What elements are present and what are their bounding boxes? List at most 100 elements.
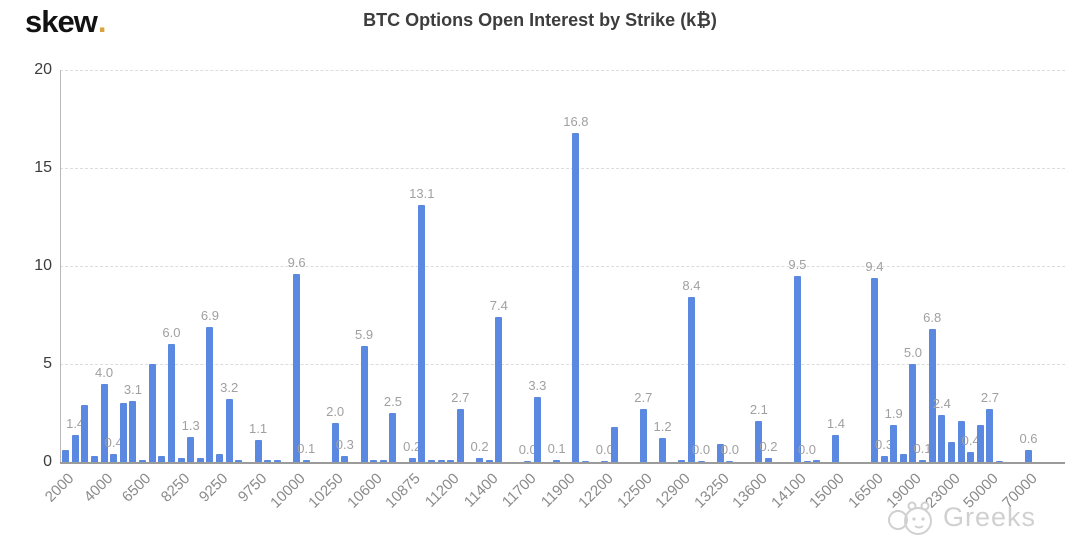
bar[interactable] xyxy=(139,460,147,462)
bar[interactable] xyxy=(187,437,195,462)
bar[interactable] xyxy=(813,460,821,462)
x-axis-tick-label: 8250 xyxy=(157,470,194,506)
bar-value-label: 0.1 xyxy=(297,441,316,456)
bar[interactable] xyxy=(601,461,609,462)
bar[interactable] xyxy=(919,460,927,462)
x-axis-tick-label: 15000 xyxy=(806,470,848,512)
bar[interactable] xyxy=(996,461,1004,462)
bar[interactable] xyxy=(293,274,301,462)
bar[interactable] xyxy=(976,425,984,462)
bar-value-label: 5.0 xyxy=(903,345,922,360)
bar[interactable] xyxy=(379,460,387,462)
bar[interactable] xyxy=(687,297,695,462)
bar[interactable] xyxy=(90,456,98,462)
bar-value-label: 13.1 xyxy=(409,186,435,201)
bar-value-label: 9.4 xyxy=(865,259,884,274)
x-axis-tick-label: 11900 xyxy=(537,470,579,511)
bar[interactable] xyxy=(947,442,955,462)
bar[interactable] xyxy=(148,364,156,462)
bar[interactable] xyxy=(899,454,907,462)
bar-value-label: 0.0 xyxy=(797,442,817,457)
bar[interactable] xyxy=(716,444,724,462)
y-axis-tick-label: 15 xyxy=(34,159,52,176)
bar[interactable] xyxy=(71,435,79,462)
bar[interactable] xyxy=(456,409,464,462)
bar[interactable] xyxy=(726,461,734,462)
bar[interactable] xyxy=(81,405,89,462)
bar[interactable] xyxy=(870,278,878,462)
bar[interactable] xyxy=(158,456,166,462)
x-axis-tick-label: 10875 xyxy=(382,470,425,512)
bar[interactable] xyxy=(986,409,994,462)
bar[interactable] xyxy=(167,344,175,462)
bar-value-label: 0.1 xyxy=(547,441,566,456)
x-axis-tick-label: 14100 xyxy=(767,470,810,512)
bar[interactable] xyxy=(264,460,272,462)
bar[interactable] xyxy=(196,458,204,462)
bar[interactable] xyxy=(697,461,705,462)
bar[interactable] xyxy=(957,421,965,462)
bar-value-label: 2.7 xyxy=(451,390,470,405)
bar[interactable] xyxy=(216,454,224,462)
x-axis-tick-label: 6500 xyxy=(118,470,155,506)
bar[interactable] xyxy=(639,409,647,462)
bar[interactable] xyxy=(793,276,801,462)
bar[interactable] xyxy=(119,403,127,462)
bar[interactable] xyxy=(360,346,368,462)
bar[interactable] xyxy=(177,458,185,462)
bar[interactable] xyxy=(408,458,416,462)
bar[interactable] xyxy=(485,460,493,462)
bar[interactable] xyxy=(928,329,936,462)
bar[interactable] xyxy=(678,460,686,462)
bar[interactable] xyxy=(447,460,455,462)
bar[interactable] xyxy=(427,460,435,462)
y-axis-line xyxy=(60,70,61,462)
bar[interactable] xyxy=(938,415,946,462)
bar-value-label: 0.3 xyxy=(335,437,354,452)
bar[interactable] xyxy=(129,401,137,462)
bar-value-label: 6.8 xyxy=(923,310,942,325)
bar-value-label: 1.4 xyxy=(826,416,845,431)
bar[interactable] xyxy=(341,456,349,462)
y-axis-tick-label: 5 xyxy=(43,355,52,372)
bar[interactable] xyxy=(206,327,214,462)
bar[interactable] xyxy=(582,461,590,462)
bar[interactable] xyxy=(370,460,378,462)
bar[interactable] xyxy=(62,450,69,462)
chart-title: BTC Options Open Interest by Strike (k₿) xyxy=(363,10,717,30)
bar[interactable] xyxy=(967,452,975,462)
bar-value-label: 0.1 xyxy=(913,441,932,456)
bar[interactable] xyxy=(495,317,503,462)
bar[interactable] xyxy=(553,460,561,462)
bar[interactable] xyxy=(533,397,541,462)
bar[interactable] xyxy=(524,461,532,462)
bar[interactable] xyxy=(235,460,243,462)
bar[interactable] xyxy=(890,425,898,462)
bar[interactable] xyxy=(803,461,811,462)
bar[interactable] xyxy=(572,133,580,462)
bar[interactable] xyxy=(254,440,262,462)
bar[interactable] xyxy=(273,460,281,462)
bar[interactable] xyxy=(764,458,772,462)
bar[interactable] xyxy=(755,421,763,462)
bar[interactable] xyxy=(1025,450,1032,462)
bar-value-label: 9.5 xyxy=(788,257,807,272)
bar[interactable] xyxy=(476,458,484,462)
bar[interactable] xyxy=(110,454,118,462)
x-axis-tick-label: 12900 xyxy=(652,470,694,512)
bar[interactable] xyxy=(225,399,233,462)
bar[interactable] xyxy=(302,460,310,462)
bar[interactable] xyxy=(418,205,426,462)
bar-value-label: 3.3 xyxy=(528,378,547,393)
bar[interactable] xyxy=(610,427,618,462)
bar[interactable] xyxy=(389,413,397,462)
x-axis-tick-label: 10250 xyxy=(305,470,348,512)
bar-value-label: 1.4 xyxy=(66,416,85,431)
bar[interactable] xyxy=(100,384,108,462)
bar[interactable] xyxy=(832,435,840,462)
bar[interactable] xyxy=(880,456,888,462)
bar[interactable] xyxy=(331,423,339,462)
bar[interactable] xyxy=(659,438,667,462)
bar[interactable] xyxy=(909,364,917,462)
bar[interactable] xyxy=(437,460,445,462)
